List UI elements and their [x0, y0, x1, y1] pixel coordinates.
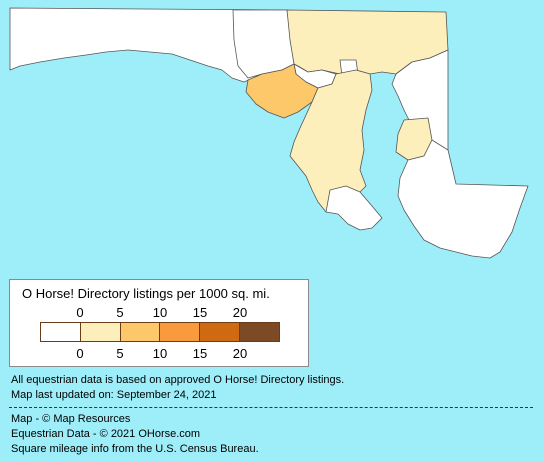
legend-top-tick: 20 — [232, 305, 248, 320]
legend-title: O Horse! Directory listings per 1000 sq.… — [22, 286, 270, 301]
legend-top-tick: 15 — [192, 305, 208, 320]
legend-bottom-tick: 20 — [232, 346, 248, 361]
legend-top-tick: 5 — [116, 305, 124, 320]
legend-top-tick: 0 — [76, 305, 84, 320]
legend-swatch — [200, 323, 241, 341]
divider — [9, 407, 533, 408]
legend-top-ticks: 0 5 10 15 20 — [10, 305, 310, 321]
legend-top-tick: 10 — [152, 305, 168, 320]
last-updated-note: Map last updated on: September 24, 2021 — [11, 389, 217, 401]
equestrian-data-credit: Equestrian Data - © 2021 OHorse.com — [11, 428, 201, 440]
legend-color-scale — [40, 322, 280, 342]
data-source-note: All equestrian data is based on approved… — [11, 374, 345, 386]
legend-bottom-tick: 15 — [192, 346, 208, 361]
legend-bottom-tick: 0 — [76, 346, 84, 361]
lower-southern-maryland — [325, 185, 383, 231]
maryland-county-map — [9, 7, 529, 259]
legend-swatch — [80, 323, 121, 341]
legend-swatch — [160, 323, 201, 341]
legend-bottom-ticks: 0 5 10 15 20 — [10, 346, 310, 362]
map-credit: Map - © Map Resources — [11, 413, 131, 425]
legend-bottom-tick: 5 — [116, 346, 124, 361]
legend-bottom-tick: 10 — [152, 346, 168, 361]
map-legend: O Horse! Directory listings per 1000 sq.… — [9, 279, 309, 367]
montgomery-county — [245, 63, 319, 119]
lower-eastern-shore — [397, 139, 529, 259]
legend-swatch — [120, 323, 161, 341]
census-credit: Square mileage info from the U.S. Census… — [11, 443, 259, 455]
legend-swatch — [240, 323, 279, 341]
frederick-county — [232, 9, 295, 79]
legend-swatch — [41, 323, 81, 341]
